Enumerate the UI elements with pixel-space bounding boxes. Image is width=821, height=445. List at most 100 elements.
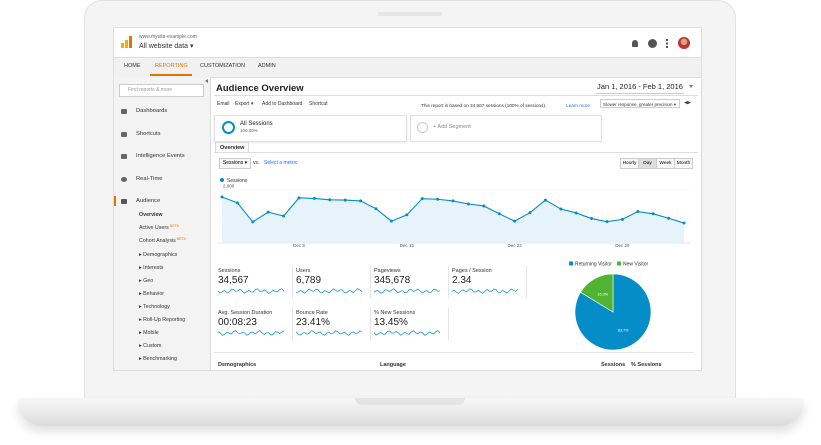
sidebar-subitem[interactable]: Overview [139,212,163,218]
view-selector[interactable]: All website data ▾ [139,43,194,50]
point [513,219,517,223]
x-tick-label: Dec 22 [507,243,522,248]
select-metric[interactable]: Select a metric [264,160,298,166]
point [220,195,224,199]
search-box[interactable] [119,84,204,97]
point [559,207,563,211]
sidebar-subitem[interactable]: ▸ Benchmarking [139,356,177,362]
metric-divider [526,266,527,298]
metric-label: Avg. Session Duration [218,310,273,316]
toolbar-action[interactable]: Add to Dashboard [262,101,303,107]
metric-label: % New Sessions [374,310,416,316]
beta-badge: BETA [177,237,186,241]
x-tick-label: Dec 29 [615,243,630,248]
laptop-notch [355,398,465,405]
toolbar-action[interactable]: Export ▾ [235,101,254,107]
avatar[interactable] [678,37,690,49]
sidebar-item[interactable]: Real-Time [136,176,163,182]
sidebar-subitem[interactable]: ▸ Mobile [139,330,159,336]
metric-value: 13.45% [374,317,408,328]
sidebar-item[interactable]: Dashboards [136,108,168,114]
sparkline [217,288,285,294]
nav-tab[interactable]: CUSTOMIZATION [200,63,246,69]
interval-button[interactable]: Week [656,158,675,169]
precision-select[interactable]: Slower response, greater precision ▾ [600,99,680,108]
sidebar-subitem[interactable]: ▸ Technology [139,304,170,310]
bell-icon[interactable] [632,40,638,47]
point [590,217,594,221]
sidebar-subitem[interactable]: ▸ Roll-Up Reporting [139,317,186,323]
metric-divider [292,266,293,298]
metric-value: 34,567 [218,275,249,286]
segment-box[interactable] [214,115,407,142]
search-placeholder: Find reports & more [128,87,173,93]
pie-slice [580,273,614,313]
metrics-rule [214,352,694,353]
sidebar-item[interactable]: Shortcuts [136,131,161,137]
point [605,220,609,224]
sparkline [373,330,441,336]
legend-label: New Visitor [623,261,649,267]
table-title: Language [380,362,406,368]
sidebar-subitem[interactable]: ▸ Interests [139,265,164,271]
sparkline [295,288,363,294]
sidebar-subitem[interactable]: ▸ Custom [139,343,162,349]
toolbar-action[interactable]: Email [217,101,230,107]
menu-icon[interactable] [666,39,668,48]
interval-button[interactable]: Day [638,158,657,169]
pie-value-label: 16.3% [597,292,608,296]
table-column: Sessions [601,362,626,368]
nav-tab[interactable]: HOME [124,63,141,69]
sidebar-subitem[interactable]: ▸ Behavior [139,291,165,297]
segment-ring [417,122,428,133]
site-url: www.mysite-example.com [139,34,197,40]
camera [378,12,442,16]
sparkline [373,288,441,294]
interval-button[interactable]: Hourly [620,158,639,169]
point [636,210,640,214]
point [497,212,501,216]
metric-divider [370,308,371,340]
legend-label: Returning Visitor [575,261,612,267]
grad-icon[interactable] [684,101,691,105]
help-icon[interactable] [648,39,657,48]
metric-label: Users [296,268,311,274]
segment-share: 100.00% [240,128,258,133]
interval-button[interactable]: Month [674,158,693,169]
point [466,202,470,206]
table-title: Demographics [218,362,257,368]
sidebar-subitem[interactable]: ▸ Geo [139,278,154,284]
metric-divider [448,266,449,298]
segment-box[interactable] [410,115,602,142]
metric-label: Pages / Session [452,268,492,274]
sidebar-icon [121,154,127,159]
legend-swatch [569,261,573,266]
sidebar-subitem[interactable]: ▸ Demographics [139,252,178,258]
add-segment[interactable]: + Add Segment [433,124,471,130]
metric-divider [370,266,371,298]
metric-divider [448,308,449,340]
sparkline [217,330,285,336]
date-range[interactable]: Jan 1, 2016 - Feb 1, 2016 [596,80,684,94]
overview-tab[interactable]: Overview [215,142,250,153]
sidebar-icon [121,132,127,137]
sidebar-subitem[interactable]: Cohort Analysis [139,238,176,244]
collapse-arrow[interactable] [205,79,208,83]
sidebar-item[interactable]: Audience [136,198,161,204]
logo [121,36,133,48]
point [651,212,655,216]
nav-tab[interactable]: ADMIN [258,63,276,69]
point [297,196,301,200]
sparkline [295,330,363,336]
sidebar-subitem[interactable]: Active Users [139,225,169,231]
toolbar-action[interactable]: Shortcut [309,101,328,107]
metric-select[interactable]: Sessions ▾ [219,158,251,169]
learn-more[interactable]: Learn more [566,103,590,108]
metric-label: Sessions [218,268,241,274]
date-caret[interactable] [689,85,693,88]
nav-tab[interactable]: REPORTING [155,63,188,69]
sample-note: This report is based on 34,567 sessions … [421,103,547,108]
vs-label: vs. [253,160,260,166]
sidebar-item[interactable]: Intelligence Events [136,153,185,159]
